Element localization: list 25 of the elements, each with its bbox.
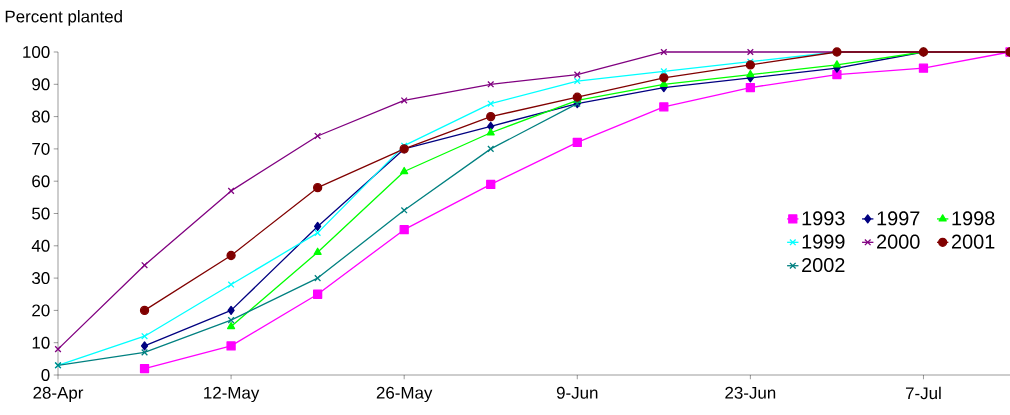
y-tick-label: 30	[32, 272, 50, 285]
x-tick-label: 23-Jun	[725, 386, 776, 399]
y-tick-label: 40	[31, 239, 50, 252]
y-tick-label: 60	[32, 175, 50, 188]
y-tick-label: 50	[32, 207, 50, 220]
legend-label: 2001	[951, 234, 995, 249]
legend-label: 1998	[952, 211, 995, 226]
legend-label: 1999	[802, 234, 845, 249]
legend-label: 1993	[802, 211, 845, 226]
y-tick-label: 20	[32, 304, 50, 317]
y-tick-label: 100	[23, 46, 50, 58]
y-tick-label: 90	[32, 78, 50, 91]
x-tick-label: 7-Jul	[905, 386, 941, 400]
y-tick-label: 10	[32, 336, 50, 349]
y-tick-label: 0	[41, 369, 50, 381]
x-tick-label: 26-May	[376, 386, 433, 403]
y-axis-title: Percent planted	[5, 10, 122, 26]
legend-label: 2000	[877, 234, 920, 249]
legend-label: 1997	[877, 211, 920, 226]
x-tick-label: 9-Jun	[556, 386, 598, 399]
x-tick-label: 28-Apr	[33, 386, 84, 403]
x-tick-label: 12-May	[204, 386, 260, 403]
y-tick-label: 70	[32, 142, 50, 155]
legend-label: 2002	[802, 258, 845, 273]
y-tick-label: 80	[32, 110, 50, 123]
